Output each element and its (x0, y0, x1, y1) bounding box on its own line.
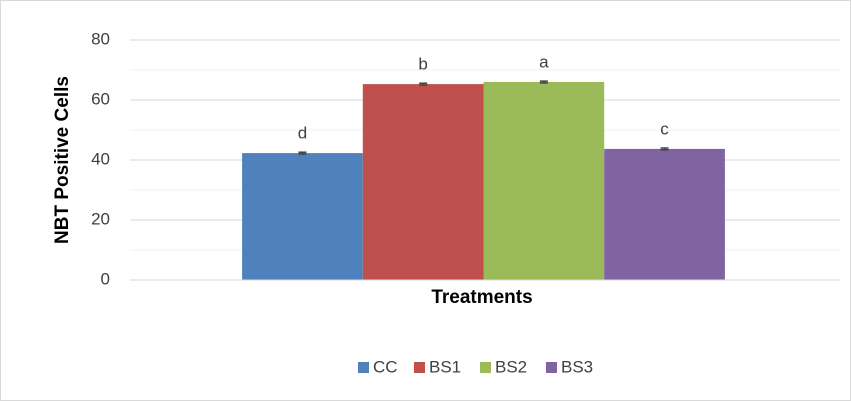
bar-annotation: b (418, 55, 427, 74)
legend-label: CC (373, 357, 398, 376)
legend-label: BS3 (561, 357, 593, 376)
bar-annotation: d (298, 124, 307, 143)
y-tick-label: 0 (101, 269, 110, 288)
x-axis-title: Treatments (431, 287, 532, 308)
bar-annotation: a (539, 53, 549, 72)
legend-label: BS1 (429, 357, 461, 376)
y-tick-label: 20 (91, 209, 110, 228)
legend-swatch (358, 362, 369, 373)
legend-label: BS2 (495, 357, 527, 376)
legend-swatch (480, 362, 491, 373)
bar-annotation: c (660, 119, 669, 138)
bar (362, 84, 484, 280)
y-axis-title: NBT Positive Cells (52, 76, 73, 244)
bar (604, 148, 725, 280)
legend-swatch (546, 362, 557, 373)
legend-swatch (414, 362, 425, 373)
y-tick-label: 60 (91, 89, 110, 108)
y-tick-label: 80 (91, 29, 110, 48)
y-tick-label: 40 (91, 149, 110, 168)
bar (483, 82, 605, 280)
bar (242, 153, 363, 280)
